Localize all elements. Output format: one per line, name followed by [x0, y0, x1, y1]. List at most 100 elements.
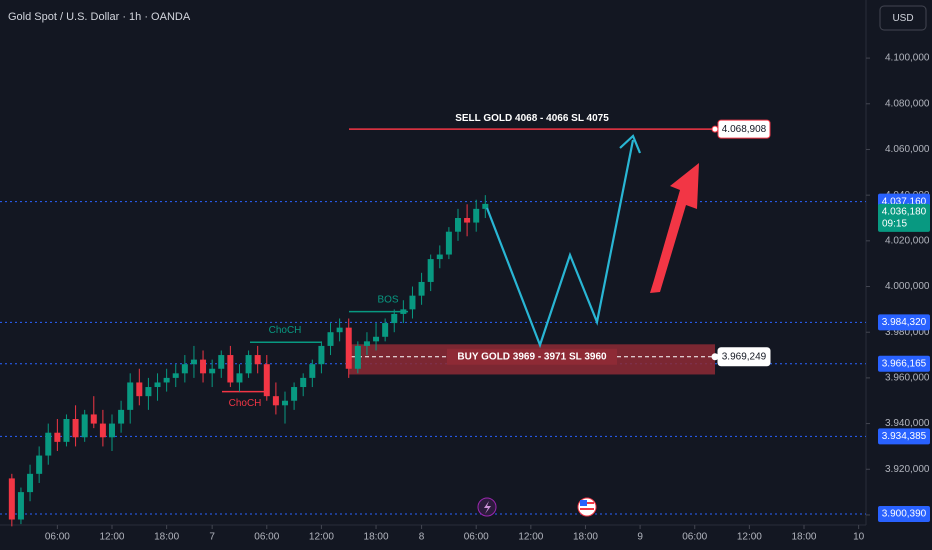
price-tag-label: 3.934,385 [882, 431, 927, 442]
currency-label[interactable]: USD [892, 13, 913, 24]
x-tick-label: 12:00 [737, 532, 762, 543]
candle-body [236, 373, 243, 383]
candle-body [108, 423, 115, 438]
candle-body [291, 387, 298, 401]
candle-body [418, 281, 425, 296]
x-tick-label: 7 [209, 532, 215, 543]
candle-body [209, 368, 216, 374]
candle-body [309, 364, 316, 378]
x-tick-label: 18:00 [154, 532, 179, 543]
candle-body [281, 400, 288, 406]
price-tag-label: 3.900,390 [882, 509, 927, 520]
candle-body [245, 355, 252, 374]
x-tick-label: 9 [637, 532, 643, 543]
candle-body [218, 355, 225, 369]
candle-body [400, 309, 407, 314]
candle-body [200, 359, 207, 374]
last-price-label: 4.036,180 [882, 207, 927, 218]
sell-label: SELL GOLD 4068 - 4066 SL 4075 [455, 113, 609, 124]
candle-body [300, 377, 307, 388]
candle-body [436, 254, 443, 260]
candle-body [272, 396, 279, 406]
red-arrow [650, 163, 699, 293]
price-tag [878, 314, 930, 331]
level-tag [717, 347, 771, 367]
structure-label: ChoCH [229, 398, 262, 409]
currency-button[interactable] [879, 5, 927, 31]
candle-body [27, 473, 34, 493]
x-tick-label: 18:00 [364, 532, 389, 543]
countdown-label: 09:15 [882, 219, 907, 230]
buy-label: BUY GOLD 3969 - 3971 SL 3960 [457, 351, 607, 362]
candle-body [363, 341, 370, 346]
x-tick-label: 18:00 [573, 532, 598, 543]
candle-body [445, 231, 452, 255]
candle-body [345, 327, 352, 369]
candle-body [90, 414, 97, 424]
level-handle [711, 125, 719, 133]
candle-body [99, 423, 106, 438]
x-tick-label: 06:00 [682, 532, 707, 543]
flag-stripe [580, 508, 594, 510]
candle-body [136, 382, 143, 397]
candle-body [81, 414, 88, 438]
level-handle [711, 353, 719, 361]
y-tick-label: 4.080,000 [885, 98, 930, 109]
candle-body [254, 355, 261, 365]
structure-label: ChoCH [269, 325, 302, 336]
price-tag-label: 3.984,320 [882, 317, 927, 328]
x-tick-label: 18:00 [791, 532, 816, 543]
event-icon-bolt [484, 501, 491, 514]
candle-body [482, 203, 489, 209]
level-tag [717, 119, 771, 139]
x-tick-label: 06:00 [254, 532, 279, 543]
x-tick-label: 10 [853, 532, 865, 543]
candle-body [163, 377, 170, 383]
candle-body [327, 332, 334, 346]
candle-body [118, 409, 125, 424]
candle-body [36, 455, 43, 474]
y-tick-label: 3.940,000 [885, 418, 930, 429]
x-tick-label: 12:00 [518, 532, 543, 543]
y-tick-label: 3.980,000 [885, 327, 930, 338]
candle-body [382, 323, 389, 337]
candle-body [227, 355, 234, 383]
candle-body [45, 432, 52, 456]
chart-title: Gold Spot / U.S. Dollar · 1h · OANDA [8, 11, 191, 23]
last-price-tag [878, 203, 930, 232]
x-tick-label: 8 [419, 532, 425, 543]
price-tag [878, 428, 930, 445]
projection-path [485, 139, 635, 349]
level-tag-label: 4.068,908 [722, 124, 767, 135]
x-tick-label: 12:00 [309, 532, 334, 543]
candle-body [336, 327, 343, 333]
x-tick-label: 12:00 [99, 532, 124, 543]
candle-body [145, 387, 152, 397]
x-tick-label: 06:00 [45, 532, 70, 543]
candle-body [263, 364, 270, 397]
price-tag-label: 3.966,165 [882, 358, 927, 369]
buy-label-bg [447, 348, 617, 365]
y-tick-label: 4.000,000 [885, 281, 930, 292]
x-tick-label: 06:00 [464, 532, 489, 543]
price-tag [878, 355, 930, 372]
y-tick-label: 4.060,000 [885, 144, 930, 155]
y-tick-label: 4.020,000 [885, 235, 930, 246]
candle-body [473, 208, 480, 223]
candle-body [391, 313, 398, 324]
y-tick-label: 3.960,000 [885, 373, 930, 384]
candle-body [454, 217, 461, 232]
candle-body [190, 359, 197, 365]
candle-body [17, 492, 24, 520]
candle-body [8, 478, 15, 520]
y-tick-label: 3.920,000 [885, 464, 930, 475]
candle-body [373, 336, 380, 342]
projection-arrowhead [619, 134, 642, 154]
flag-canton [580, 500, 587, 506]
candle-body [427, 259, 434, 282]
candle-body [409, 295, 416, 310]
candle-body [181, 364, 188, 374]
